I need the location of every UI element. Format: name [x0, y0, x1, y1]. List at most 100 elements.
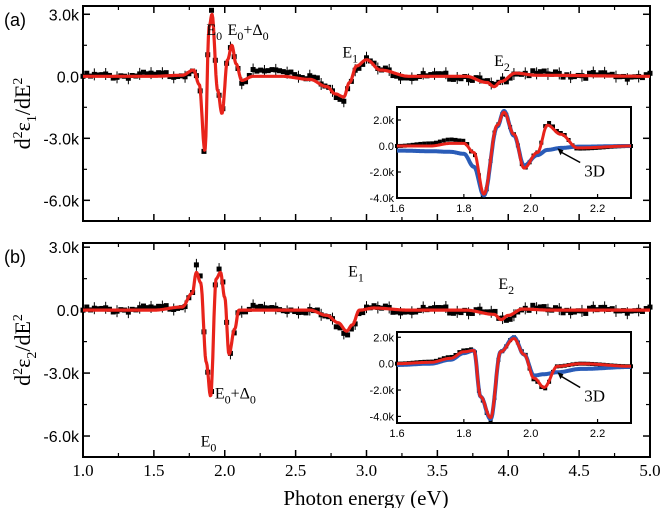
transition-label-part: 1 — [352, 52, 358, 66]
data-point — [254, 68, 260, 74]
data-point — [450, 76, 456, 82]
data-point — [560, 310, 566, 316]
data-point — [428, 72, 434, 78]
data-point — [587, 70, 593, 76]
y-label-part: 1 — [25, 115, 40, 122]
data-point — [360, 61, 366, 67]
inset-x-tick-label: 2.2 — [590, 203, 605, 215]
data-point — [99, 305, 105, 311]
data-point — [428, 305, 434, 311]
inset-annotation: 3D — [584, 387, 605, 406]
inset-data-point — [449, 137, 454, 142]
data-point — [598, 70, 604, 76]
inset: 1.6 1.8 2.0 2.2 2.0k 0.0 -2.0k -4.0k 3D — [370, 331, 633, 440]
data-point — [311, 74, 317, 80]
transition-label: E0 — [201, 434, 217, 455]
fit-curve — [82, 270, 651, 398]
inset-data-point — [422, 141, 427, 146]
data-point — [110, 75, 116, 81]
data-point — [439, 305, 445, 311]
inset-data-point — [445, 137, 450, 142]
inset-x-tick-label: 1.6 — [389, 203, 404, 215]
data-point — [484, 309, 490, 315]
data-point — [553, 305, 558, 311]
transition-label-part: E — [494, 53, 504, 70]
inset-frame — [396, 331, 632, 424]
data-point — [530, 302, 536, 308]
data-point — [314, 75, 320, 81]
data-point — [110, 309, 116, 315]
data-point — [209, 7, 215, 13]
y-axis-label: d2ε1/dE2 — [10, 78, 40, 150]
transition-label-part: E — [201, 434, 211, 451]
inset-arrow — [559, 374, 581, 389]
data-point — [492, 308, 498, 314]
inset-x-tick-label: 2.0 — [523, 203, 538, 215]
inset-x-tick-label: 1.8 — [456, 428, 471, 440]
shared-x-axis: 1.0 1.5 2.0 2.5 3.0 3.5 4.0 4.5 5.0 — [72, 461, 660, 480]
data-point — [382, 65, 388, 71]
data-point — [144, 71, 150, 77]
data-point — [458, 310, 464, 316]
data-point — [258, 67, 264, 73]
data-point — [447, 310, 453, 316]
data-point — [484, 78, 490, 84]
inset-x-tick-label: 2.0 — [523, 428, 538, 440]
x-tick-label: 2.0 — [214, 461, 235, 480]
transition-label-part: +Δ — [243, 22, 262, 39]
data-point — [356, 65, 362, 71]
x-tick-label: 2.5 — [285, 461, 306, 480]
data-point — [144, 305, 150, 311]
inset-data-point — [426, 141, 431, 146]
data-point — [435, 71, 441, 77]
data-point — [348, 326, 354, 332]
transition-label-part: 2 — [508, 283, 514, 297]
inset-x-tick-label: 1.8 — [456, 203, 471, 215]
transition-label: E0+Δ0 — [215, 385, 256, 406]
y-tick-label: 3.0k — [49, 240, 80, 257]
data-point — [390, 73, 396, 79]
transition-label: E2 — [494, 53, 510, 74]
y-label-part: /dE — [10, 85, 35, 116]
data-point — [197, 273, 203, 279]
inset-fit-curve — [396, 110, 632, 196]
data-point — [258, 303, 264, 309]
data-point — [265, 305, 271, 311]
y-tick-label: -3.0k — [43, 366, 80, 383]
x-tick-label: 3.0 — [356, 461, 377, 480]
data-point — [435, 305, 441, 311]
data-point — [469, 77, 475, 83]
data-point — [288, 69, 294, 75]
y-label-part: ε — [10, 122, 35, 131]
data-point — [405, 75, 411, 81]
inset-data-point — [434, 140, 438, 145]
data-point — [163, 303, 169, 309]
transition-label: E2 — [498, 276, 514, 297]
data-point — [503, 317, 509, 323]
inset: 1.6 1.8 2.0 2.2 2.0k 0.0 -2.0k -4.0k 3D — [370, 106, 633, 215]
inset-y-tick-label: 2.0k — [373, 332, 394, 344]
data-point — [265, 68, 271, 74]
data-point — [152, 305, 158, 311]
data-point — [390, 309, 396, 315]
y-tick-label: 3.0k — [49, 7, 80, 24]
data-point — [337, 96, 343, 102]
data-point — [371, 303, 377, 309]
inset-arrowhead — [557, 372, 564, 380]
y-label-part: 2 — [25, 352, 40, 359]
y-axis-label: d2ε2/dE2 — [10, 314, 40, 386]
inset-arrow — [559, 150, 581, 164]
y-tick-label: -6.0k — [43, 429, 80, 446]
data-point — [140, 303, 146, 309]
data-point — [571, 309, 577, 315]
data-point — [469, 310, 475, 316]
data-point — [537, 69, 543, 75]
transition-label-part: +Δ — [231, 385, 250, 402]
x-tick-label: 3.5 — [427, 461, 448, 480]
data-point — [277, 68, 283, 74]
inset-y-tick-label: -4.0k — [370, 411, 395, 423]
inset-data-point — [453, 137, 458, 142]
data-point — [152, 71, 158, 77]
data-point — [84, 304, 90, 310]
